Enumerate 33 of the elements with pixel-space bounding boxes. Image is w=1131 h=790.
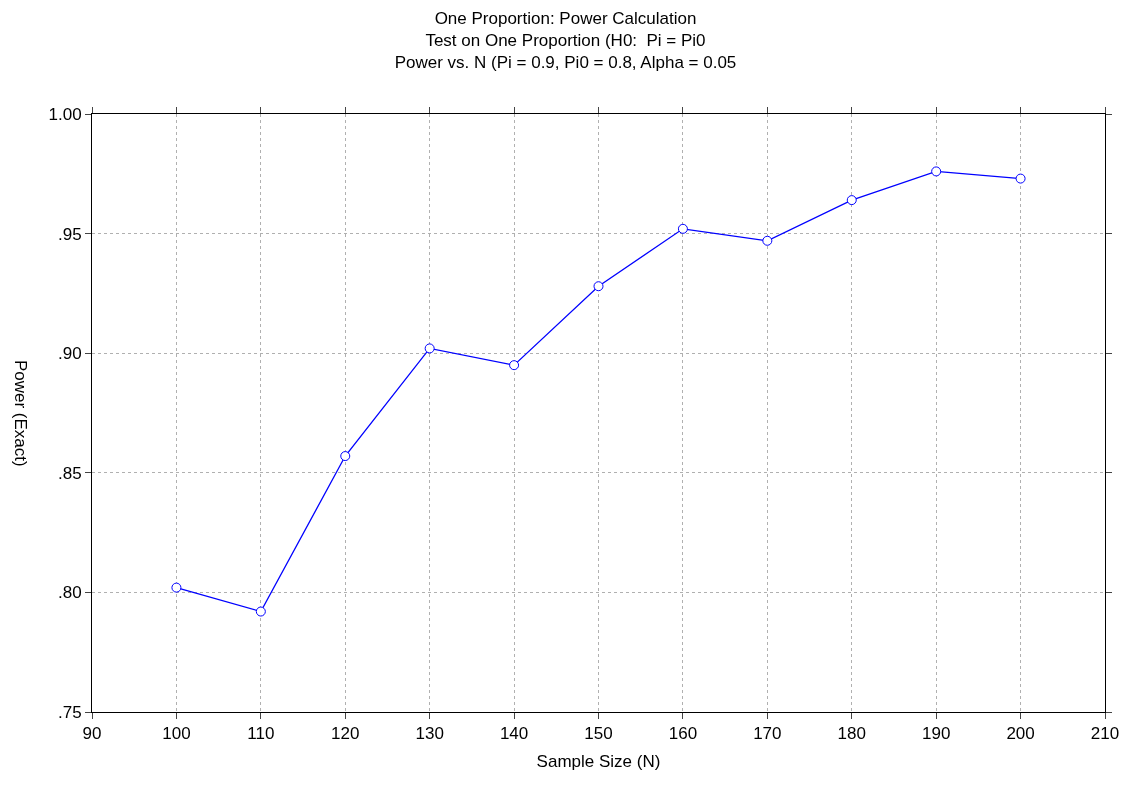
point (509, 360, 520, 371)
chart-title: One Proportion: Power Calculation Test on One Proportion (H0: Pi = Pi0 Power vs. N (Pi = 0.9, Pi0 = 0.8, Alpha = 0.05 (394, 8, 737, 72)
x-tick-label: 170 (753, 724, 782, 744)
x-tick-label: 130 (415, 724, 444, 744)
x-tick-label: 210 (1090, 724, 1120, 744)
point (593, 281, 604, 292)
point (424, 343, 435, 354)
x-tick-label: 150 (584, 724, 613, 744)
point (171, 582, 182, 593)
y-tick-label: 1.00 (48, 104, 82, 124)
y-axis-title: Power (Exact) (11, 359, 31, 467)
x-tick-label: 190 (921, 724, 951, 744)
y-tick-label: .75 (57, 702, 82, 722)
point (677, 223, 688, 234)
x-tick-label: 90 (82, 724, 102, 744)
x-tick-label: 100 (162, 724, 191, 744)
point (846, 195, 857, 206)
x-tick-label: 180 (837, 724, 866, 744)
y-tick-label: .85 (57, 463, 82, 483)
y-tick-label: .80 (57, 583, 82, 603)
y-tick-label: .95 (57, 224, 82, 244)
point (255, 606, 266, 617)
point (1015, 173, 1026, 184)
x-tick-label: 120 (331, 724, 360, 744)
x-tick-label: 160 (668, 724, 698, 744)
point (340, 451, 351, 462)
x-axis-title: Sample Size (N) (536, 751, 661, 771)
x-tick-label: 110 (247, 724, 275, 744)
y-tick-label: .90 (57, 344, 82, 364)
x-tick-label: 140 (499, 724, 529, 744)
point (762, 235, 773, 246)
point (931, 166, 942, 177)
x-tick-label: 200 (1006, 724, 1035, 744)
